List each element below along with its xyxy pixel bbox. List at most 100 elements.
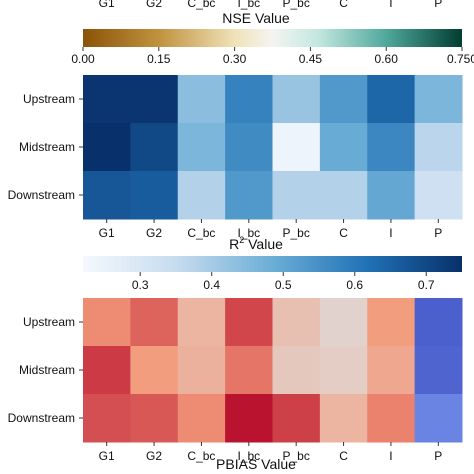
pbias-col-label: P <box>434 449 442 463</box>
nse-colorbar-tick-label: 0.750 <box>447 52 474 66</box>
pbias-col-label: I_bc <box>237 449 260 463</box>
nse-col-label: G1 <box>99 0 115 10</box>
nse-col-label: C_bc <box>187 0 215 10</box>
pbias-cell <box>225 346 273 395</box>
r2-cell <box>367 75 416 124</box>
r2-col-label: G1 <box>99 226 115 240</box>
r2-cell <box>177 171 226 220</box>
pbias-cell <box>177 298 226 347</box>
pbias-cell <box>319 298 368 347</box>
pbias-cell <box>83 298 131 347</box>
pbias-cell <box>414 298 463 347</box>
r2-cell <box>414 75 463 124</box>
r2-col-label: P_bc <box>283 226 310 240</box>
nse-col-label: G2 <box>146 0 162 10</box>
pbias-cell <box>367 346 416 395</box>
nse-colorbar-tick-label: 0.60 <box>375 52 399 66</box>
pbias-col-label: C_bc <box>187 449 215 463</box>
pbias-row-label: Midstream <box>19 363 75 377</box>
nse-col-label: P <box>434 0 442 10</box>
pbias-cell <box>177 394 226 443</box>
nse-heatmap-xticks: G1 G2 C_bc I_bc P_bc C I P <box>99 0 443 10</box>
pbias-col-label: C <box>339 449 348 463</box>
r2-colorbar-title: R2 Value <box>229 235 283 252</box>
nse-col-label: P_bc <box>283 0 310 10</box>
r2-cell <box>414 123 463 172</box>
r2-cell <box>272 123 321 172</box>
nse-colorbar-tick-label: 0.30 <box>223 52 247 66</box>
r2-cell <box>414 171 463 220</box>
pbias-col-label: G2 <box>146 449 162 463</box>
pbias-cell <box>83 346 131 395</box>
r2-row-label: Midstream <box>19 140 75 154</box>
r2-cell <box>319 171 368 220</box>
pbias-colorbar-title: PBIAS Value <box>216 456 296 472</box>
r2-heatmap: Upstream Midstream Downstream G1 G2 C_bc I_bc P… <box>8 75 463 240</box>
pbias-cell <box>130 346 179 395</box>
r2-cell <box>177 75 226 124</box>
r2-cell <box>225 75 273 124</box>
pbias-cell <box>272 346 321 395</box>
pbias-cell <box>272 394 321 443</box>
pbias-heatmap: Upstream Midstream Downstream G1 G2 C_bc I_bc P… <box>8 298 463 463</box>
pbias-col-label: P_bc <box>283 449 310 463</box>
r2-colorbar <box>83 256 462 272</box>
r2-col-label: G2 <box>146 226 162 240</box>
r2-col-label: C <box>339 226 348 240</box>
pbias-row-label: Downstream <box>8 411 75 425</box>
r2-cell <box>367 171 416 220</box>
r2-cell <box>272 171 321 220</box>
pbias-cell <box>225 394 273 443</box>
r2-cell <box>225 123 273 172</box>
r2-row-label: Downstream <box>8 188 75 202</box>
nse-colorbar-tick-label: 0.45 <box>299 52 323 66</box>
r2-cell <box>225 171 273 220</box>
pbias-cell <box>272 298 321 347</box>
r2-colorbar-ticks: 0.3 0.4 0.5 0.6 0.7 <box>132 272 435 292</box>
r2-cell <box>272 75 321 124</box>
pbias-cell <box>414 394 463 443</box>
r2-colorbar-tick-label: 0.6 <box>346 278 363 292</box>
r2-cell <box>130 75 179 124</box>
pbias-cell <box>319 394 368 443</box>
r2-colorbar-tick-label: 0.4 <box>203 278 220 292</box>
pbias-cell <box>83 394 131 443</box>
r2-cell <box>83 171 131 220</box>
r2-col-label: P <box>434 226 442 240</box>
r2-cell <box>177 123 226 172</box>
pbias-cell <box>367 394 416 443</box>
r2-cell <box>130 171 179 220</box>
nse-colorbar <box>83 29 462 47</box>
pbias-col-label: I <box>389 449 392 463</box>
nse-colorbar-ticks: 0.00 0.15 0.30 0.45 0.60 0.750 <box>71 47 474 66</box>
r2-cell <box>367 123 416 172</box>
r2-col-label: I <box>389 226 392 240</box>
r2-colorbar-tick-label: 0.3 <box>132 278 149 292</box>
pbias-cell <box>414 346 463 395</box>
r2-cell <box>130 123 179 172</box>
r2-cell <box>319 123 368 172</box>
pbias-cell <box>319 346 368 395</box>
r2-row-label: Upstream <box>23 92 75 106</box>
r2-colorbar-tick-label: 0.5 <box>275 278 292 292</box>
pbias-cell <box>367 298 416 347</box>
pbias-cell <box>130 394 179 443</box>
nse-col-label: I <box>389 0 392 10</box>
r2-col-label: I_bc <box>237 226 260 240</box>
r2-cell <box>83 123 131 172</box>
nse-colorbar-tick-label: 0.00 <box>71 52 95 66</box>
r2-colorbar-tick-label: 0.7 <box>418 278 435 292</box>
nse-col-label: C <box>339 0 348 10</box>
pbias-cell <box>177 346 226 395</box>
nse-col-label: I_bc <box>237 0 260 10</box>
pbias-col-label: G1 <box>99 449 115 463</box>
pbias-cell <box>130 298 179 347</box>
r2-cell <box>319 75 368 124</box>
r2-cell <box>83 75 131 124</box>
pbias-row-label: Upstream <box>23 315 75 329</box>
r2-col-label: C_bc <box>187 226 215 240</box>
nse-colorbar-title: NSE Value <box>222 10 290 26</box>
nse-colorbar-tick-label: 0.15 <box>147 52 171 66</box>
pbias-cell <box>225 298 273 347</box>
